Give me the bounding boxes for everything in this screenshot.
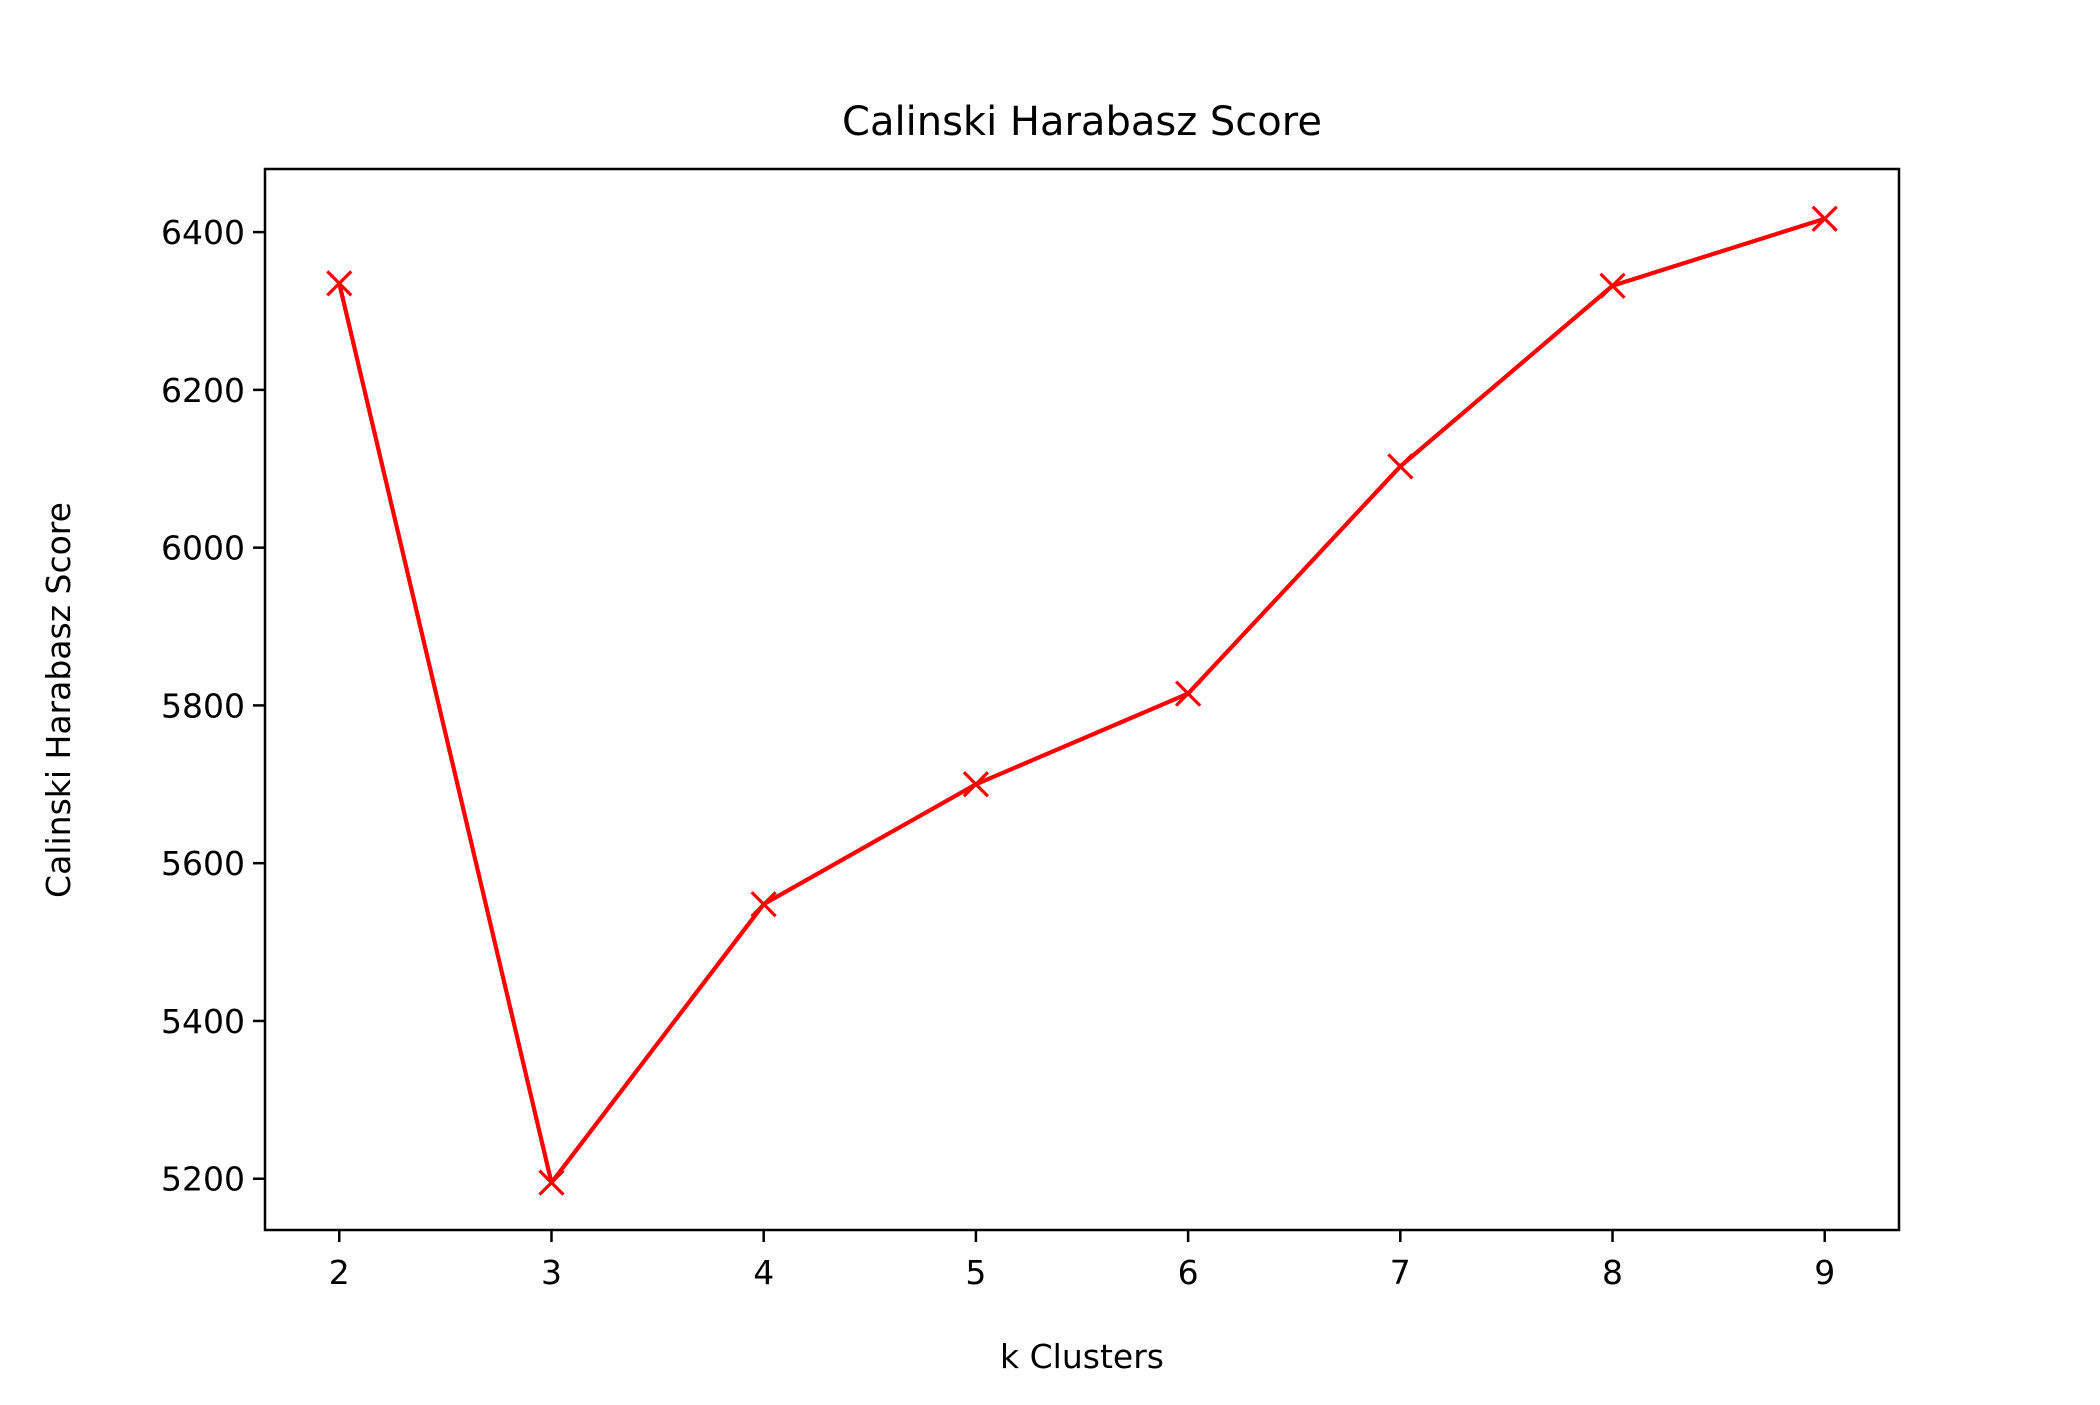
x-tick-label: 7	[1390, 1253, 1411, 1292]
x-tick-label: 4	[753, 1253, 774, 1292]
y-tick-label: 5600	[161, 844, 245, 883]
y-ticks: 5200 5400 5600 5800 6000 6200 6400	[161, 213, 265, 1199]
y-tick-label: 6400	[161, 213, 245, 252]
x-tick-label: 6	[1178, 1253, 1199, 1292]
data-point-marker	[326, 270, 353, 297]
y-axis-label: Calinski Harabasz Score	[39, 502, 78, 898]
x-tick-label: 2	[329, 1253, 350, 1292]
y-tick-label: 6200	[161, 371, 245, 410]
series-line	[337, 216, 1826, 1185]
x-axis-label: k Clusters	[1000, 1337, 1164, 1376]
chart-title: Calinski Harabasz Score	[842, 99, 1322, 145]
plot-area-frame	[263, 167, 1901, 1232]
data-point-marker	[538, 1169, 565, 1196]
series-layer	[326, 205, 1838, 1196]
x-tick-label: 5	[965, 1253, 986, 1292]
x-tick-label: 9	[1814, 1253, 1835, 1292]
y-tick-label: 6000	[161, 529, 245, 568]
x-tick-label: 8	[1602, 1253, 1623, 1292]
data-point-marker	[962, 771, 990, 798]
y-tick-label: 5400	[161, 1002, 245, 1041]
data-point-marker	[1811, 205, 1838, 232]
data-point-marker	[750, 891, 777, 918]
data-point-marker	[1387, 453, 1414, 480]
data-point-marker	[1174, 680, 1202, 707]
data-point-marker	[1599, 272, 1626, 299]
x-tick-label: 3	[541, 1253, 562, 1292]
y-tick-label: 5200	[161, 1160, 245, 1199]
y-tick-label: 5800	[161, 686, 245, 725]
x-ticks: 2 3 4 5 6 7 8 9	[329, 1230, 1835, 1292]
